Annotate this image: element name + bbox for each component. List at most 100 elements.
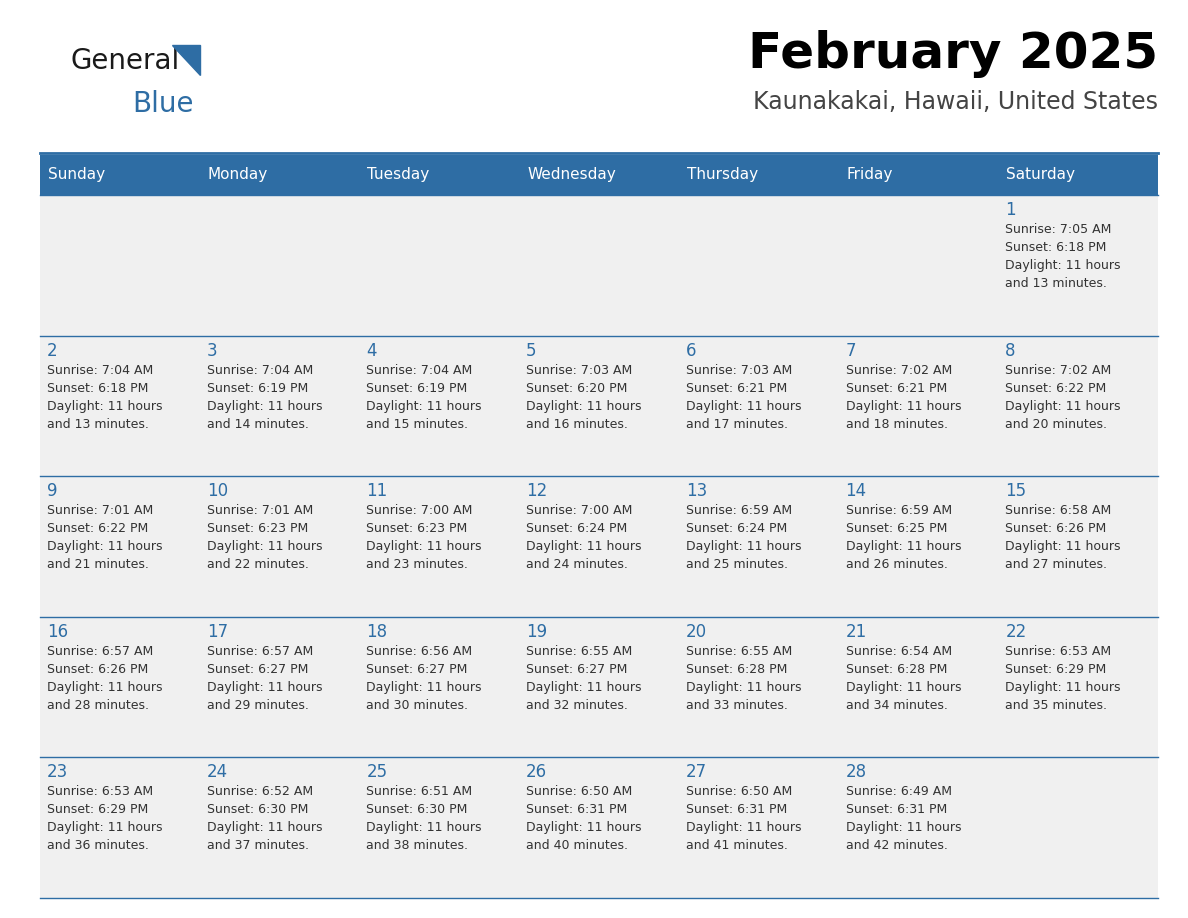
Text: Wednesday: Wednesday [527, 167, 615, 183]
Text: 22: 22 [1005, 622, 1026, 641]
Text: and 26 minutes.: and 26 minutes. [846, 558, 948, 571]
Text: Kaunakakai, Hawaii, United States: Kaunakakai, Hawaii, United States [753, 90, 1158, 114]
Text: Sunset: 6:20 PM: Sunset: 6:20 PM [526, 382, 627, 395]
Bar [360, 195, 519, 336]
Text: Sunset: 6:30 PM: Sunset: 6:30 PM [366, 803, 468, 816]
Bar [360, 336, 519, 476]
Text: 4: 4 [366, 341, 377, 360]
Text: 25: 25 [366, 764, 387, 781]
Text: Sunrise: 7:01 AM: Sunrise: 7:01 AM [207, 504, 312, 517]
Text: Sunrise: 6:54 AM: Sunrise: 6:54 AM [846, 644, 952, 658]
Text: Sunset: 6:31 PM: Sunset: 6:31 PM [526, 803, 627, 816]
Text: Sunrise: 7:04 AM: Sunrise: 7:04 AM [48, 364, 153, 376]
Bar [839, 757, 998, 898]
Text: 3: 3 [207, 341, 217, 360]
Text: Sunset: 6:29 PM: Sunset: 6:29 PM [48, 803, 148, 816]
Bar [678, 195, 839, 336]
Text: and 37 minutes.: and 37 minutes. [207, 839, 309, 853]
Bar [200, 195, 360, 336]
Text: Thursday: Thursday [687, 167, 758, 183]
Bar [678, 155, 839, 195]
Text: and 27 minutes.: and 27 minutes. [1005, 558, 1107, 571]
Text: 26: 26 [526, 764, 548, 781]
Text: 28: 28 [846, 764, 867, 781]
Bar [40, 617, 200, 757]
Text: and 38 minutes.: and 38 minutes. [366, 839, 468, 853]
Text: Daylight: 11 hours: Daylight: 11 hours [366, 540, 482, 554]
Text: Daylight: 11 hours: Daylight: 11 hours [526, 399, 642, 412]
Text: 7: 7 [846, 341, 857, 360]
Bar [360, 757, 519, 898]
Text: Daylight: 11 hours: Daylight: 11 hours [1005, 399, 1120, 412]
Text: 2: 2 [48, 341, 58, 360]
Text: 27: 27 [685, 764, 707, 781]
Text: Sunset: 6:23 PM: Sunset: 6:23 PM [366, 522, 468, 535]
Bar [200, 617, 360, 757]
Text: 6: 6 [685, 341, 696, 360]
Text: Sunrise: 6:58 AM: Sunrise: 6:58 AM [1005, 504, 1112, 517]
Text: Sunrise: 6:50 AM: Sunrise: 6:50 AM [685, 786, 792, 799]
Text: and 30 minutes.: and 30 minutes. [366, 699, 468, 711]
Text: Saturday: Saturday [1006, 167, 1075, 183]
Text: Sunrise: 6:57 AM: Sunrise: 6:57 AM [207, 644, 312, 658]
Text: Daylight: 11 hours: Daylight: 11 hours [48, 540, 163, 554]
Text: Sunset: 6:19 PM: Sunset: 6:19 PM [207, 382, 308, 395]
Text: Daylight: 11 hours: Daylight: 11 hours [685, 822, 802, 834]
Text: and 18 minutes.: and 18 minutes. [846, 418, 948, 431]
Text: Sunset: 6:22 PM: Sunset: 6:22 PM [48, 522, 148, 535]
Text: Daylight: 11 hours: Daylight: 11 hours [685, 681, 802, 694]
Text: 11: 11 [366, 482, 387, 500]
Text: 18: 18 [366, 622, 387, 641]
Text: Blue: Blue [132, 90, 194, 118]
Text: Sunset: 6:23 PM: Sunset: 6:23 PM [207, 522, 308, 535]
Text: Daylight: 11 hours: Daylight: 11 hours [48, 681, 163, 694]
Text: Sunset: 6:24 PM: Sunset: 6:24 PM [526, 522, 627, 535]
Bar [519, 195, 678, 336]
Text: Sunset: 6:21 PM: Sunset: 6:21 PM [846, 382, 947, 395]
Bar [40, 195, 200, 336]
Polygon shape [172, 45, 200, 75]
Text: and 42 minutes.: and 42 minutes. [846, 839, 948, 853]
Text: Sunset: 6:27 PM: Sunset: 6:27 PM [526, 663, 627, 676]
Text: Sunset: 6:26 PM: Sunset: 6:26 PM [1005, 522, 1106, 535]
Text: Sunset: 6:30 PM: Sunset: 6:30 PM [207, 803, 308, 816]
Text: Daylight: 11 hours: Daylight: 11 hours [1005, 540, 1120, 554]
Text: Sunset: 6:28 PM: Sunset: 6:28 PM [685, 663, 788, 676]
Text: Sunset: 6:31 PM: Sunset: 6:31 PM [685, 803, 788, 816]
Text: and 25 minutes.: and 25 minutes. [685, 558, 788, 571]
Text: and 13 minutes.: and 13 minutes. [1005, 277, 1107, 290]
Text: Sunrise: 7:01 AM: Sunrise: 7:01 AM [48, 504, 153, 517]
Text: Sunrise: 7:04 AM: Sunrise: 7:04 AM [366, 364, 473, 376]
Text: Sunset: 6:25 PM: Sunset: 6:25 PM [846, 522, 947, 535]
Bar [519, 476, 678, 617]
Text: 14: 14 [846, 482, 867, 500]
Bar [519, 617, 678, 757]
Text: Daylight: 11 hours: Daylight: 11 hours [366, 399, 482, 412]
Text: Sunrise: 7:03 AM: Sunrise: 7:03 AM [685, 364, 792, 376]
Text: and 32 minutes.: and 32 minutes. [526, 699, 628, 711]
Text: and 13 minutes.: and 13 minutes. [48, 418, 148, 431]
Text: Daylight: 11 hours: Daylight: 11 hours [846, 399, 961, 412]
Text: General: General [70, 47, 179, 75]
Text: Sunset: 6:26 PM: Sunset: 6:26 PM [48, 663, 148, 676]
Text: Daylight: 11 hours: Daylight: 11 hours [1005, 681, 1120, 694]
Text: Daylight: 11 hours: Daylight: 11 hours [48, 399, 163, 412]
Text: Sunset: 6:28 PM: Sunset: 6:28 PM [846, 663, 947, 676]
Text: 13: 13 [685, 482, 707, 500]
Text: and 20 minutes.: and 20 minutes. [1005, 418, 1107, 431]
Text: Sunset: 6:18 PM: Sunset: 6:18 PM [1005, 241, 1107, 254]
Text: and 34 minutes.: and 34 minutes. [846, 699, 948, 711]
Text: Tuesday: Tuesday [367, 167, 430, 183]
Text: and 24 minutes.: and 24 minutes. [526, 558, 628, 571]
Text: Sunrise: 7:05 AM: Sunrise: 7:05 AM [1005, 223, 1112, 236]
Text: Daylight: 11 hours: Daylight: 11 hours [846, 822, 961, 834]
Text: 12: 12 [526, 482, 548, 500]
Text: Sunset: 6:18 PM: Sunset: 6:18 PM [48, 382, 148, 395]
Bar [998, 757, 1158, 898]
Text: and 33 minutes.: and 33 minutes. [685, 699, 788, 711]
Text: Sunrise: 6:49 AM: Sunrise: 6:49 AM [846, 786, 952, 799]
Text: Sunset: 6:22 PM: Sunset: 6:22 PM [1005, 382, 1106, 395]
Bar [40, 476, 200, 617]
Bar [519, 757, 678, 898]
Text: and 36 minutes.: and 36 minutes. [48, 839, 148, 853]
